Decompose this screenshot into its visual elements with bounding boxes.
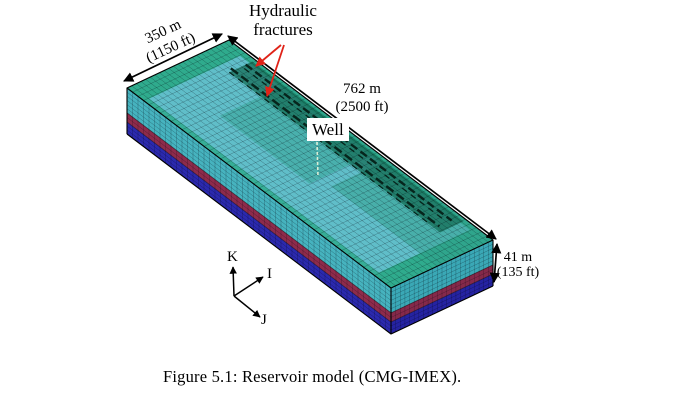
figure-caption: Figure 5.1: Reservoir model (CMG-IMEX). xyxy=(163,367,462,386)
length-dimension-m: 762 m xyxy=(343,81,381,97)
hydraulic-fractures-label: Hydraulic fractures xyxy=(223,1,343,39)
thickness-dimension-label: 41 m (135 ft) xyxy=(492,250,544,280)
well-label-text: Well xyxy=(312,120,344,139)
thickness-dimension-m: 41 m xyxy=(503,250,533,265)
axis-k-label: K xyxy=(227,249,238,265)
well-label: Well xyxy=(307,118,349,141)
axis-arrows xyxy=(229,266,264,318)
length-dimension-label: 762 m (2500 ft) xyxy=(320,80,404,116)
hydraulic-fractures-line1: Hydraulic xyxy=(249,1,317,20)
thickness-dimension-ft: (135 ft) xyxy=(496,265,540,280)
axis-j-label: J xyxy=(261,312,267,328)
fracture-arrows xyxy=(255,44,285,97)
dimension-arrows xyxy=(123,33,502,284)
front-right-face xyxy=(391,240,493,334)
length-dimension-ft: (2500 ft) xyxy=(335,99,389,115)
axis-i-label: I xyxy=(267,266,272,282)
hydraulic-fractures-line2: fractures xyxy=(253,20,313,39)
